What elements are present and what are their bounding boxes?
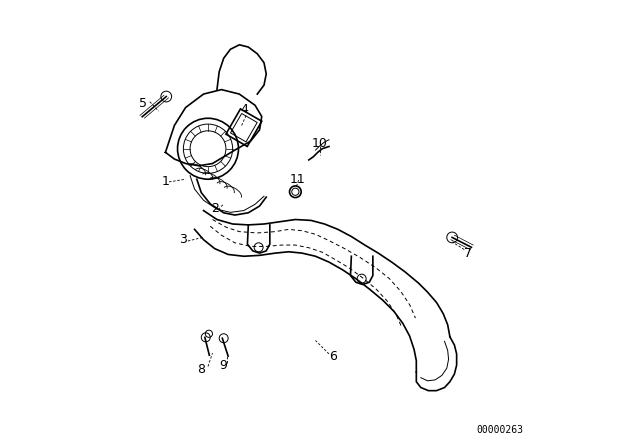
Text: 2: 2 xyxy=(211,202,219,215)
Text: 00000263: 00000263 xyxy=(477,425,524,435)
Text: 3: 3 xyxy=(179,233,188,246)
Text: 6: 6 xyxy=(330,349,337,363)
Text: 4: 4 xyxy=(240,103,248,116)
Text: 7: 7 xyxy=(464,246,472,260)
Text: 8: 8 xyxy=(197,363,205,376)
Text: 10: 10 xyxy=(312,137,328,150)
Text: 1: 1 xyxy=(161,175,170,188)
Text: 11: 11 xyxy=(290,172,305,186)
Text: 9: 9 xyxy=(220,358,228,372)
Text: 5: 5 xyxy=(139,96,147,110)
